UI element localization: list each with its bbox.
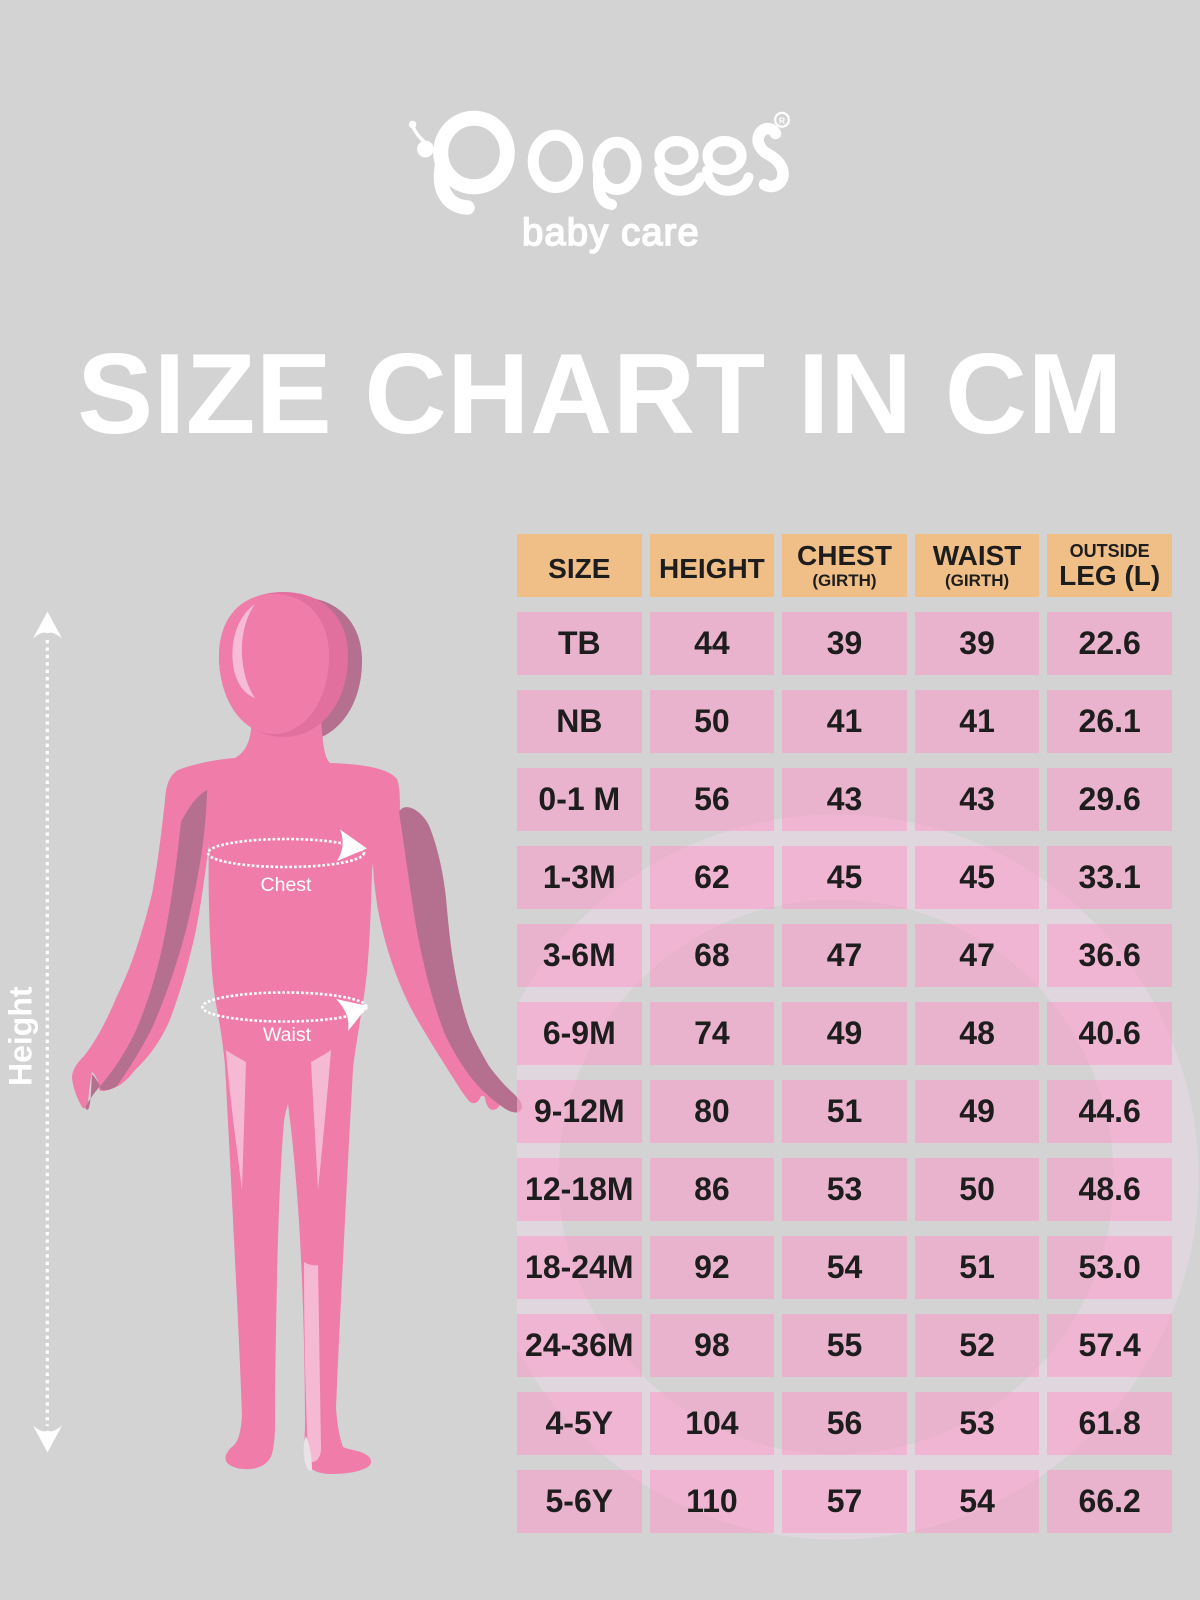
svg-text:Height: Height bbox=[3, 986, 39, 1086]
svg-text:R: R bbox=[779, 115, 786, 125]
svg-text:Waist: Waist bbox=[263, 1024, 312, 1046]
svg-text:Chest: Chest bbox=[261, 874, 313, 896]
svg-text:baby care: baby care bbox=[522, 212, 700, 254]
